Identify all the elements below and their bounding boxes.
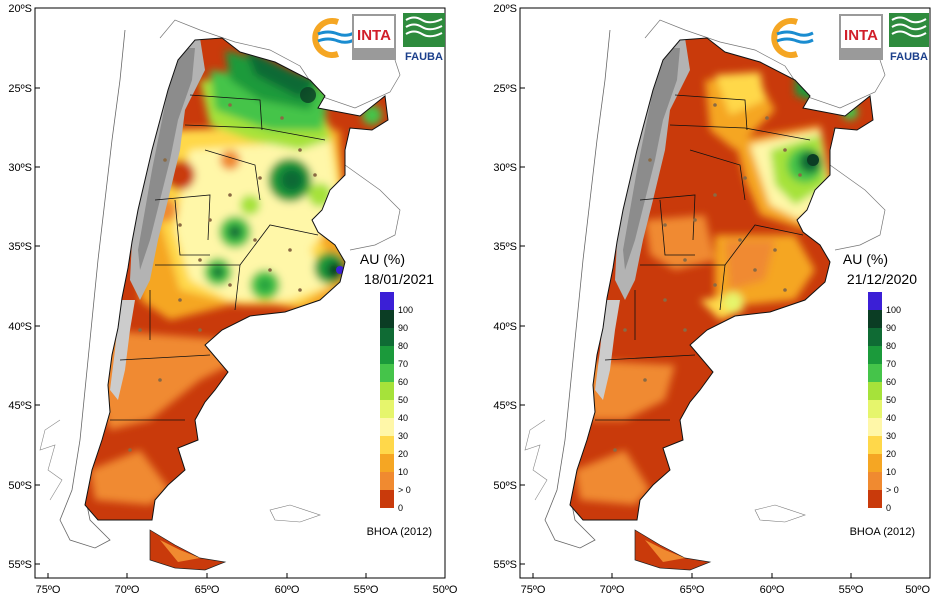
legend-label: 40 xyxy=(398,413,408,423)
map-left-svg: 20ºS 25ºS 30ºS 35ºS 40ºS 45ºS 50ºS 55ºS … xyxy=(8,3,458,596)
legend-label: 90 xyxy=(398,323,408,333)
lat-tick-label: 35ºS xyxy=(493,241,517,253)
map-panel-left: 20ºS 25ºS 30ºS 35ºS 40ºS 45ºS 50ºS 55ºS … xyxy=(8,3,458,596)
lon-tick-label: 75ºO xyxy=(521,584,546,596)
lat-tick-label: 35ºS xyxy=(8,241,32,253)
lon-tick-label: 50ºO xyxy=(433,584,458,596)
legend-label: 50 xyxy=(886,395,896,405)
legend-label: 80 xyxy=(886,341,896,351)
inta-logo: INTA xyxy=(352,14,396,60)
legend-label: 60 xyxy=(886,377,896,387)
lat-tick-label: 40ºS xyxy=(493,321,517,333)
legend-label: 10 xyxy=(398,467,408,477)
legend-label: 40 xyxy=(886,413,896,423)
legend-label: 30 xyxy=(398,431,408,441)
legend-label: 90 xyxy=(886,323,896,333)
lon-tick-label: 55ºO xyxy=(839,584,864,596)
lat-tick-label: 45ºS xyxy=(493,400,517,412)
legend-label: > 0 xyxy=(398,485,411,495)
lat-tick-label: 25ºS xyxy=(493,83,517,95)
map-title: AU (%) xyxy=(843,251,888,267)
lon-tick-label: 75ºO xyxy=(36,584,61,596)
lon-tick-label: 70ºO xyxy=(115,584,140,596)
lat-tick-label: 55ºS xyxy=(8,559,32,571)
lon-tick-label: 55ºO xyxy=(354,584,379,596)
lon-ticks: 75ºO 70ºO 65ºO 60ºO 55ºO 50ºO xyxy=(521,573,931,596)
lat-tick-label: 50ºS xyxy=(8,480,32,492)
lat-tick-label: 45ºS xyxy=(8,400,32,412)
lat-tick-label: 25ºS xyxy=(8,83,32,95)
logos: INTA FAUBA xyxy=(312,13,445,63)
legend-label: 0 xyxy=(398,503,403,513)
fauba-logo-text: FAUBA xyxy=(890,51,928,63)
legend-label: 20 xyxy=(886,449,896,459)
orange-swirl-logo xyxy=(312,18,355,58)
legend-label: 100 xyxy=(886,305,901,315)
lat-tick-label: 20ºS xyxy=(493,3,517,15)
legend-label: 60 xyxy=(398,377,408,387)
lat-tick-label: 30ºS xyxy=(493,162,517,174)
inta-logo-text: INTA xyxy=(357,27,391,44)
map-date: 18/01/2021 xyxy=(364,271,434,287)
legend-label: 100 xyxy=(398,305,413,315)
color-legend: 100 90 80 70 60 50 40 30 20 10 > 0 0 xyxy=(380,292,413,513)
fauba-logo: FAUBA xyxy=(403,13,445,63)
legend-label: 30 xyxy=(886,431,896,441)
lat-tick-label: 30ºS xyxy=(8,162,32,174)
fauba-logo-text: FAUBA xyxy=(405,51,443,63)
legend-label: 0 xyxy=(886,503,891,513)
logos: INTA FAUBA xyxy=(771,13,929,63)
lon-tick-label: 65ºO xyxy=(195,584,220,596)
orange-swirl-logo xyxy=(771,18,814,58)
source-label: BHOA (2012) xyxy=(367,526,432,538)
lat-tick-label: 40ºS xyxy=(8,321,32,333)
lon-tick-label: 65ºO xyxy=(680,584,705,596)
legend-label: 80 xyxy=(398,341,408,351)
inta-logo: INTA xyxy=(839,14,883,60)
color-legend: 100 90 80 70 60 50 40 30 20 10 > 0 0 xyxy=(868,292,901,513)
lat-tick-label: 20ºS xyxy=(8,3,32,15)
legend-label: 20 xyxy=(398,449,408,459)
legend-label: > 0 xyxy=(886,485,899,495)
lat-ticks: 20ºS 25ºS 30ºS 35ºS 40ºS 45ºS 50ºS 55ºS xyxy=(493,3,525,571)
map-right-svg: 20ºS 25ºS 30ºS 35ºS 40ºS 45ºS 50ºS 55ºS … xyxy=(493,3,931,596)
map-title: AU (%) xyxy=(360,251,405,267)
map-date: 21/12/2020 xyxy=(847,271,917,287)
fauba-logo: FAUBA xyxy=(889,13,929,63)
legend-label: 70 xyxy=(886,359,896,369)
lat-tick-label: 50ºS xyxy=(493,480,517,492)
lon-tick-label: 60ºO xyxy=(275,584,300,596)
lat-ticks: 20ºS 25ºS 30ºS 35ºS 40ºS 45ºS 50ºS 55ºS xyxy=(8,3,40,571)
legend-label: 70 xyxy=(398,359,408,369)
lat-tick-label: 55ºS xyxy=(493,559,517,571)
lon-tick-label: 50ºO xyxy=(905,584,930,596)
legend-label: 10 xyxy=(886,467,896,477)
lon-tick-label: 70ºO xyxy=(600,584,625,596)
map-panel-right: 20ºS 25ºS 30ºS 35ºS 40ºS 45ºS 50ºS 55ºS … xyxy=(475,0,950,601)
inta-logo-text: INTA xyxy=(844,27,878,44)
lon-tick-label: 60ºO xyxy=(760,584,785,596)
legend-label: 50 xyxy=(398,395,408,405)
source-label: BHOA (2012) xyxy=(850,526,915,538)
lon-ticks: 75ºO 70ºO 65ºO 60ºO 55ºO 50ºO xyxy=(36,573,458,596)
